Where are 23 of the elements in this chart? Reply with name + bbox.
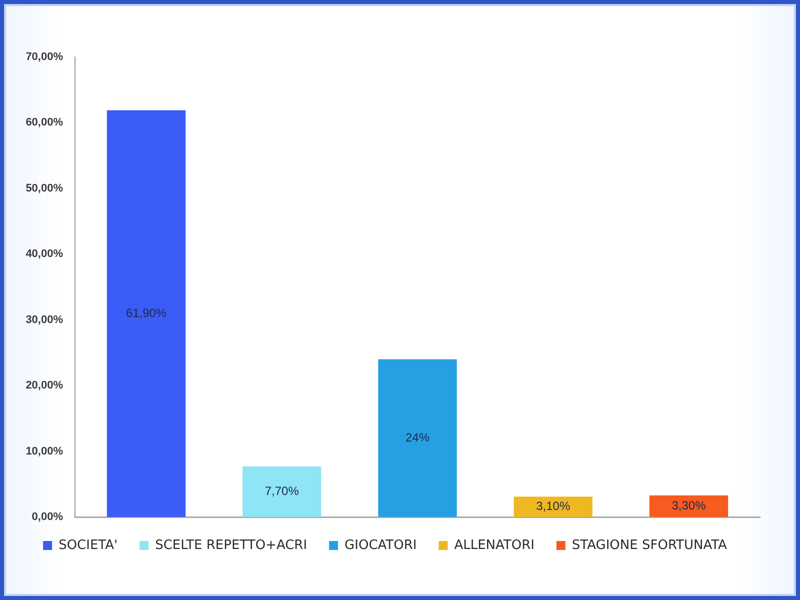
- legend-label: STAGIONE SFORTUNATA: [572, 538, 728, 553]
- legend-label: GIOCATORI: [344, 538, 417, 553]
- data-label: 61,90%: [126, 306, 167, 320]
- data-label: 7,70%: [264, 484, 300, 498]
- y-tick-label: 60,00%: [26, 116, 64, 129]
- legend-label: SOCIETA': [58, 538, 118, 553]
- bar: [242, 466, 322, 517]
- y-tick-label: 40,00%: [26, 248, 64, 260]
- legend-label: SCELTE REPETTO+ACRI: [155, 538, 308, 553]
- bar: [649, 495, 728, 517]
- legend-label: ALLENATORI: [454, 538, 534, 553]
- bar: [514, 496, 592, 517]
- data-label: 3,30%: [672, 498, 706, 512]
- y-tick-label: 20,00%: [26, 380, 64, 392]
- y-tick-label: 0,00%: [32, 511, 64, 524]
- y-tick-label: 10,00%: [26, 445, 64, 458]
- data-label: 3,10%: [536, 499, 570, 514]
- y-tick-label: 70,00%: [26, 51, 64, 64]
- data-label: 24%: [405, 430, 430, 444]
- bar: [378, 359, 457, 517]
- bar: [106, 110, 186, 517]
- y-tick-label: 50,00%: [26, 182, 64, 194]
- y-tick-label: 30,00%: [26, 314, 64, 326]
